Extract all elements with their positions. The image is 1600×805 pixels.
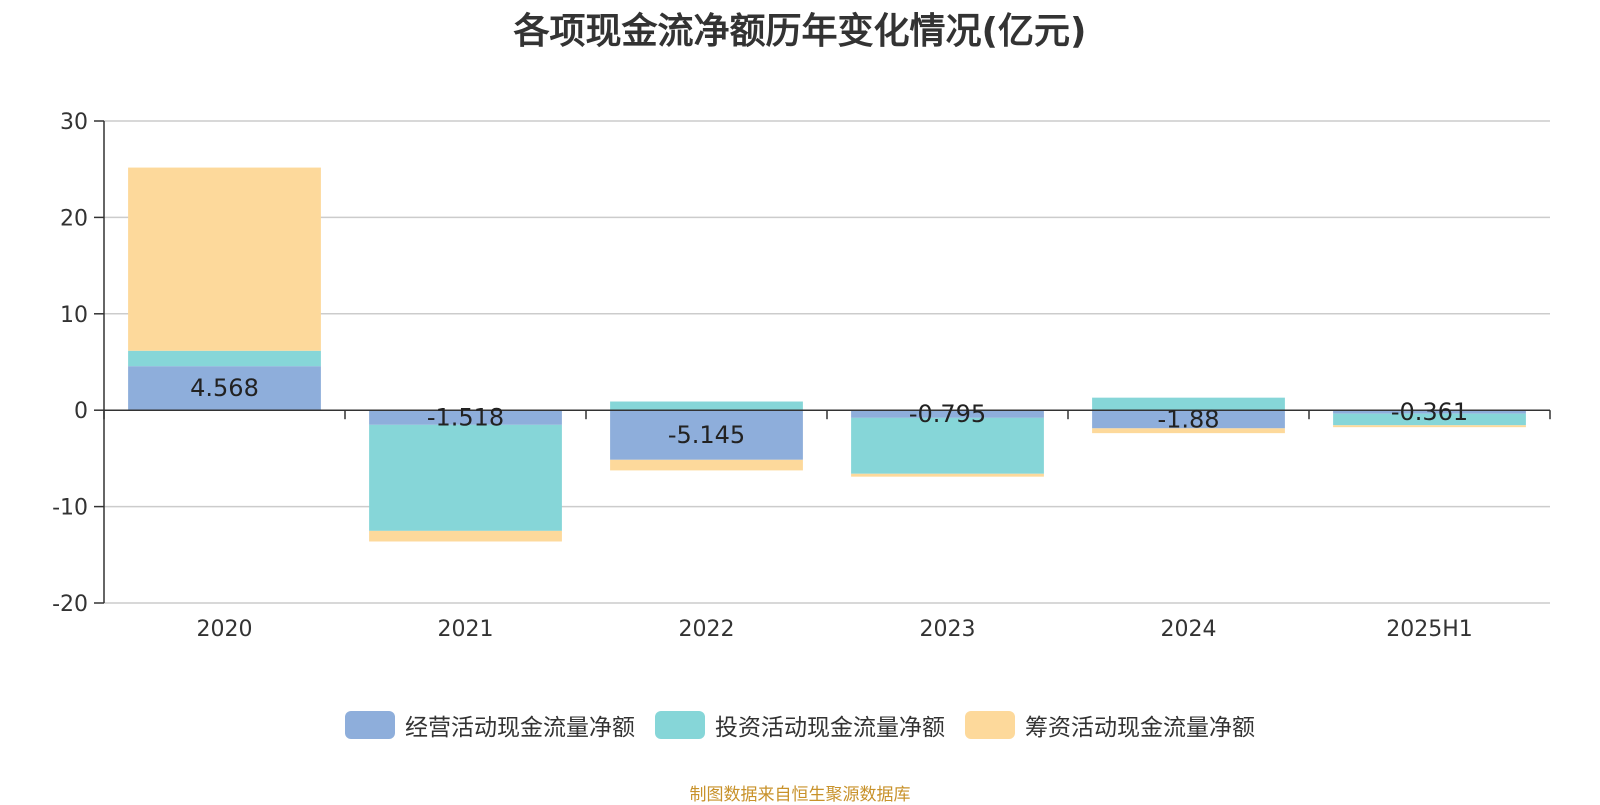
bar-2023-series-1 — [851, 417, 1044, 474]
legend-label: 筹资活动现金流量净额 — [1025, 715, 1255, 741]
y-tick-label: 20 — [60, 206, 88, 231]
bar-2025H1-series-0 — [1333, 410, 1526, 414]
source-note: 制图数据来自恒生聚源数据库 — [689, 785, 911, 805]
legend-swatch — [655, 711, 705, 739]
y-tick-label: -10 — [52, 496, 88, 521]
bar-2024-series-1 — [1092, 397, 1285, 411]
data-label-2023: -0.795 — [909, 400, 986, 428]
x-tick-label: 2023 — [920, 617, 976, 642]
x-tick-label: 2021 — [438, 617, 494, 642]
grid-layer — [104, 120, 1550, 604]
data-label-2021: -1.518 — [427, 404, 504, 432]
bar-2023-series-2 — [851, 473, 1044, 477]
legend: 经营活动现金流量净额 投资活动现金流量净额 筹资活动现金流量净额 — [0, 708, 1600, 742]
bar-2021-series-0 — [369, 410, 562, 425]
bar-2022-series-1 — [610, 401, 803, 411]
data-label-2025H1: -0.361 — [1391, 398, 1468, 426]
bar-2023-series-0 — [851, 410, 1044, 418]
bar-2020-series-0 — [128, 366, 321, 411]
chart-title: 各项现金流净额历年变化情况(亿元) — [513, 11, 1087, 52]
legend-item[interactable]: 投资活动现金流量净额 — [655, 708, 945, 742]
data-label-2020: 4.568 — [190, 374, 259, 402]
y-tick-label: 0 — [74, 399, 88, 424]
y-tick-label: -20 — [52, 592, 88, 617]
x-tick-label: 2024 — [1161, 617, 1217, 642]
legend-label: 投资活动现金流量净额 — [715, 715, 945, 741]
axis-layer: 30 20 10 0 -10 -20 2020 2021 2022 2023 2024 2025H1 — [52, 110, 1551, 642]
x-tick-label: 2020 — [197, 617, 253, 642]
bar-2025H1-series-2 — [1333, 425, 1526, 428]
x-tick-label: 2025H1 — [1386, 617, 1473, 642]
legend-swatch — [965, 711, 1015, 739]
x-tick-label: 2022 — [679, 617, 735, 642]
data-label-2022: -5.145 — [668, 421, 745, 449]
y-tick-label: 10 — [60, 303, 88, 328]
bar-2025H1-series-1 — [1333, 413, 1526, 426]
bar-layer — [128, 167, 1526, 542]
bar-2024-series-2 — [1092, 428, 1285, 434]
y-tick-label: 30 — [60, 110, 88, 135]
legend-label: 经营活动现金流量净额 — [405, 715, 635, 741]
bar-2021-series-1 — [369, 424, 562, 531]
legend-swatch — [345, 711, 395, 739]
legend-item[interactable]: 筹资活动现金流量净额 — [965, 708, 1255, 742]
bar-2022-series-2 — [610, 459, 803, 471]
legend-item[interactable]: 经营活动现金流量净额 — [345, 708, 635, 742]
data-label-2024: -1.88 — [1157, 405, 1219, 433]
bar-2024-series-0 — [1092, 410, 1285, 429]
bar-2020-series-1 — [128, 350, 321, 367]
bar-2020-series-2 — [128, 167, 321, 351]
bar-2022-series-0 — [610, 410, 803, 460]
bar-2021-series-2 — [369, 530, 562, 542]
label-layer: 4.568 -1.518 -5.145 -0.795 -1.88 -0.361 — [190, 374, 1468, 449]
